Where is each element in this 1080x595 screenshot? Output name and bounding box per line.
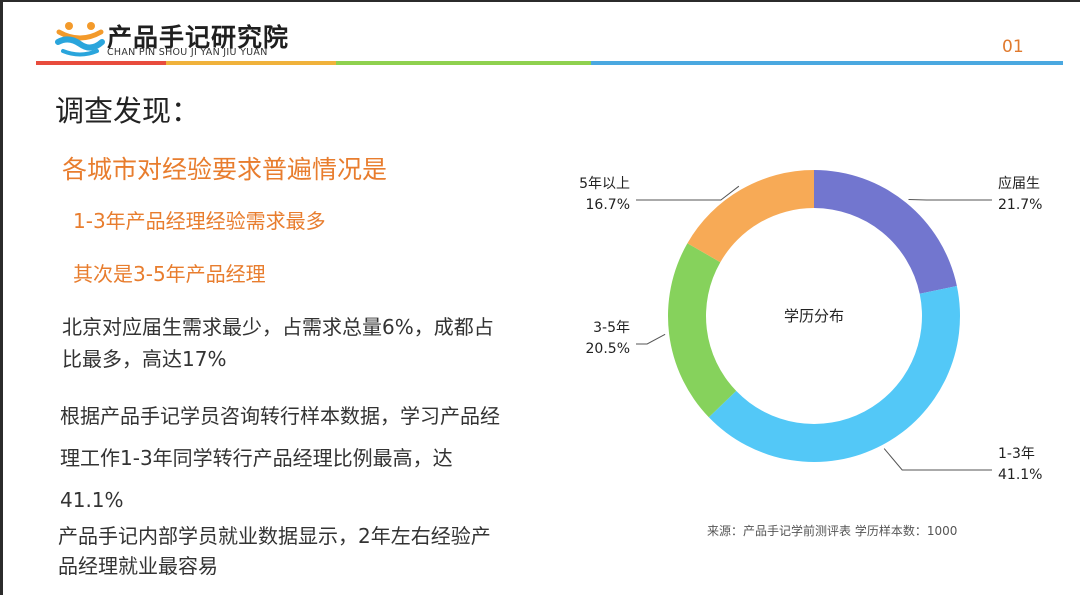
highlight-sub-1: 1-3年产品经理经验需求最多 — [73, 209, 326, 233]
highlight-main: 各城市对经验要求普遍情况是 — [62, 155, 388, 184]
source-note: 来源：产品手记学前测评表 学历样本数：1000 — [707, 524, 958, 538]
header-rule-yellow — [166, 61, 336, 65]
leader-line-3 — [636, 185, 740, 201]
education-donut-chart: 应届生 21.7% 1-3年 41.1% 3-5年 20.5% 5年以上 16.7% 学历分布 — [579, 170, 1042, 483]
slice-value-label-2: 20.5% — [586, 341, 630, 357]
slice-label-2: 3-5年 — [593, 320, 630, 336]
logo: 产品手记研究院 CHAN PIN SHOU JI YAN JIU YUAN — [55, 16, 305, 60]
leader-line-2 — [636, 333, 666, 345]
donut-slice-1 — [708, 285, 960, 462]
slice-label-3: 5年以上 — [579, 176, 630, 192]
highlight-sub-2: 其次是3-5年产品经理 — [73, 262, 266, 286]
header-rule-blue — [591, 61, 1063, 65]
section-heading: 调查发现： — [55, 94, 201, 128]
finding-paragraph-3: 产品手记内部学员就业数据显示，2年左右经验产品经理就业最容易 — [58, 524, 491, 578]
leader-line-1 — [883, 448, 992, 471]
logo-chinese-text: 产品手记研究院 — [107, 23, 290, 52]
page-number: 01 — [1002, 37, 1024, 57]
frame-top-border — [0, 0, 1080, 2]
donut-slice-2 — [668, 243, 737, 418]
header-rule-green — [336, 61, 591, 65]
slice-value-label-3: 16.7% — [586, 197, 630, 213]
slice-value-label-0: 21.7% — [998, 197, 1042, 213]
slice-value-label-1: 41.1% — [998, 467, 1042, 483]
donut-slice-0 — [814, 170, 957, 294]
logo-pinyin-text: CHAN PIN SHOU JI YAN JIU YUAN — [107, 47, 268, 58]
slice-label-0: 应届生 — [998, 175, 1040, 192]
donut-center-label: 学历分布 — [784, 307, 844, 325]
logo-mark-icon — [55, 22, 105, 57]
finding-paragraph-2: 根据产品手记学员咨询转行样本数据，学习产品经理工作1-3年同学转行产品经理比例最… — [60, 404, 500, 512]
slice-label-1: 1-3年 — [998, 446, 1035, 462]
header-rule-red — [36, 61, 166, 65]
finding-paragraph-1: 北京对应届生需求最少，占需求总量6%，成都占比最多，高达17% — [62, 315, 494, 371]
donut-slice-3 — [687, 170, 814, 263]
frame-left-border — [0, 0, 3, 595]
